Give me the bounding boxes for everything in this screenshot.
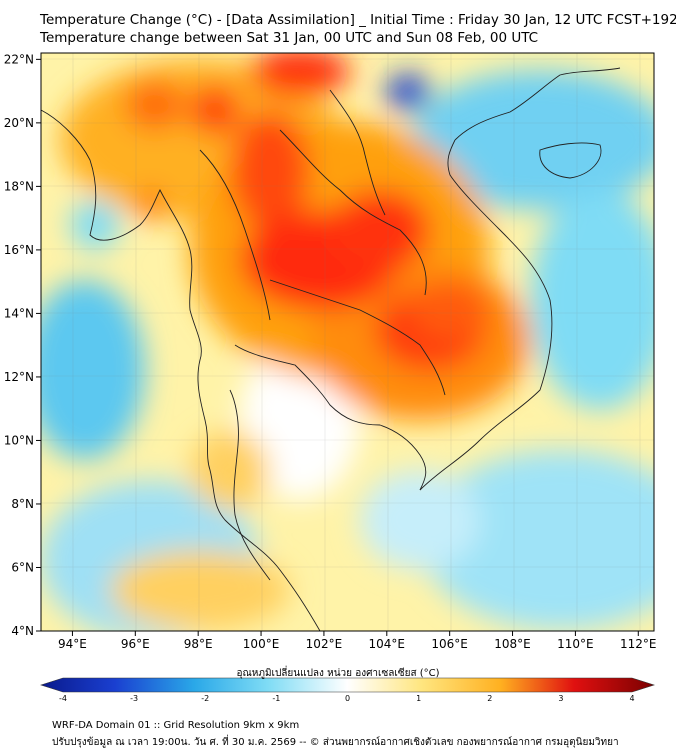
lat-tick-label: 10°N <box>4 433 34 447</box>
lon-tick-label: 94°E <box>58 637 87 651</box>
lon-tick-label: 106°E <box>431 637 468 651</box>
colorbar-tick-label: -2 <box>201 694 209 703</box>
lat-tick-label: 18°N <box>4 179 34 193</box>
colorbar-tick-label: 1 <box>416 694 421 703</box>
lat-tick-label: 8°N <box>11 497 34 511</box>
temperature-field <box>41 53 654 631</box>
lon-tick-label: 100°E <box>243 637 280 651</box>
lat-tick-label: 22°N <box>4 52 34 66</box>
update-credit: ปรับปรุงข้อมูล ณ เวลา 19:00น. วัน ศ. ที่… <box>52 737 619 748</box>
map-title: Temperature Change (°C) - [Data Assimila… <box>40 12 676 28</box>
colorbar-tick-label: -1 <box>272 694 280 703</box>
lon-tick-label: 98°E <box>184 637 213 651</box>
lat-tick-label: 12°N <box>4 370 34 384</box>
lon-tick-label: 112°E <box>620 637 657 651</box>
colorbar-tick-label: 2 <box>487 694 492 703</box>
colorbar-tick-label: 0 <box>345 694 350 703</box>
lat-tick-label: 4°N <box>11 624 34 638</box>
colorbar-label: อุณหภูมิเปลี่ยนแปลง หน่วย องศาเซลเซียส (… <box>236 668 440 679</box>
colorbar-tick-label: 3 <box>558 694 563 703</box>
lat-tick-label: 14°N <box>4 306 34 320</box>
lon-tick-label: 110°E <box>557 637 594 651</box>
lat-tick-label: 6°N <box>11 560 34 574</box>
lat-tick-label: 16°N <box>4 243 34 257</box>
colorbar-tick-label: -4 <box>59 694 67 703</box>
lon-tick-label: 102°E <box>306 637 343 651</box>
lon-tick-label: 108°E <box>494 637 531 651</box>
latitude-axis: 22°N 20°N 18°N 16°N 14°N 12°N 10°N 8°N 6°N 4°N <box>4 52 41 638</box>
coastlines <box>41 67 621 631</box>
grid-lines <box>41 53 654 631</box>
colorbar: -4 -3 -2 -1 0 1 2 3 4 <box>40 677 655 703</box>
lon-tick-label: 96°E <box>121 637 150 651</box>
longitude-axis: 94°E 96°E 98°E 100°E 102°E 104°E 106°E 108°E 110… <box>58 631 657 651</box>
lat-tick-label: 20°N <box>4 116 34 130</box>
model-info: WRF-DA Domain 01 :: Grid Resolution 9km … <box>52 720 300 731</box>
map-subtitle: Temperature change between Sat 31 Jan, 0… <box>40 30 539 46</box>
map-frame <box>40 52 655 632</box>
colorbar-tick-label: -3 <box>130 694 138 703</box>
lon-tick-label: 104°E <box>369 637 406 651</box>
colorbar-tick-label: 4 <box>629 694 634 703</box>
